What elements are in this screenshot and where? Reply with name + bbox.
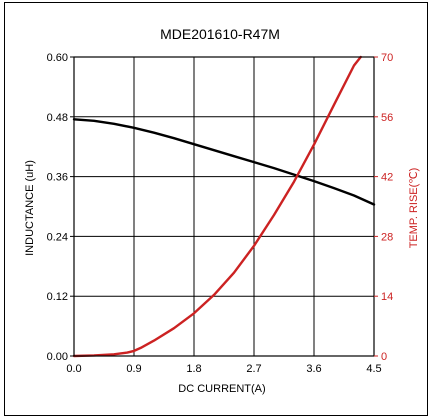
tick-labels: 0.0 0.9 1.8 2.7 3.6 4.5 0.00 0.12 0.24 0.36 0.48 0.… [47, 52, 394, 375]
temp-rise-curve [72, 55, 362, 358]
inductance-curve [72, 118, 376, 206]
right-y-tick-label: 56 [381, 112, 393, 124]
right-y-tick-label: 70 [381, 52, 393, 64]
left-y-tick-label: 0.00 [47, 351, 68, 363]
grid [74, 57, 374, 356]
right-y-axis-label: TEMP. RISE(℃) [408, 168, 420, 249]
left-y-tick-label: 0.24 [47, 231, 68, 243]
x-tick-label: 0.0 [66, 363, 81, 375]
left-y-tick-label: 0.48 [47, 112, 68, 124]
right-y-tick-label: 0 [381, 351, 387, 363]
right-y-tick-label: 14 [381, 291, 393, 303]
left-y-tick-label: 0.36 [47, 172, 68, 184]
plot-border [73, 56, 375, 357]
x-tick-label: 1.8 [186, 363, 201, 375]
right-y-tick-label: 42 [381, 172, 393, 184]
x-axis-label: DC CURRENT(A) [178, 383, 265, 395]
series-lines [72, 55, 376, 358]
chart-title: MDE201610-R47M [160, 26, 280, 42]
x-tick-label: 0.9 [126, 363, 141, 375]
chart-frame [4, 2, 428, 416]
left-y-axis-label: INDUCTANCE (uH) [24, 160, 36, 256]
right-y-tick-label: 28 [381, 231, 393, 243]
x-tick-label: 3.6 [306, 363, 321, 375]
left-y-tick-label: 0.12 [47, 291, 68, 303]
left-y-tick-label: 0.60 [47, 52, 68, 64]
x-tick-label: 4.5 [366, 363, 381, 375]
x-tick-label: 2.7 [246, 363, 261, 375]
